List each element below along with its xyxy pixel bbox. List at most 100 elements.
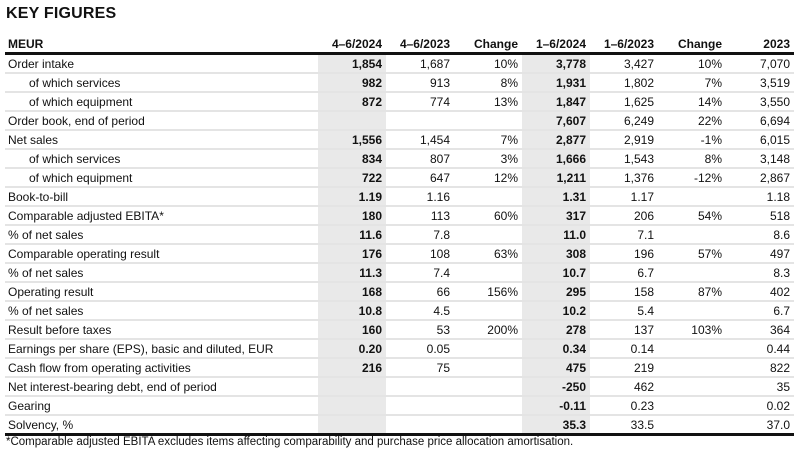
table-cell: 278 (522, 320, 590, 340)
row-label: % of net sales (5, 301, 318, 321)
table-cell: 60% (454, 206, 522, 226)
table-cell: 0.02 (726, 396, 794, 416)
table-cell: 33.5 (590, 415, 658, 436)
table-cell: 11.0 (522, 225, 590, 245)
table-cell (318, 377, 386, 397)
table-cell (454, 187, 522, 207)
table-cell: 206 (590, 206, 658, 226)
table-row: Order book, end of period 7,607 6,249 22% 6,… (5, 111, 794, 131)
row-label: Solvency, % (5, 415, 318, 436)
table-cell: 12% (454, 168, 522, 188)
table-cell: 2,877 (522, 130, 590, 150)
row-label: Order book, end of period (5, 111, 318, 131)
table-row: Order intake 1,854 1,687 10% 3,778 3,427 10% 7,… (5, 53, 794, 74)
table-cell: 3,778 (522, 53, 590, 74)
table-cell: 13% (454, 92, 522, 112)
row-label: of which services (5, 73, 318, 93)
table-cell: 180 (318, 206, 386, 226)
table-cell: 35.3 (522, 415, 590, 436)
table-cell (658, 301, 726, 321)
table-cell: 7.1 (590, 225, 658, 245)
table-cell (454, 225, 522, 245)
column-header: 1–6/2023 (590, 34, 658, 55)
table-cell: 1,854 (318, 53, 386, 74)
table-cell: 7.8 (386, 225, 454, 245)
table-cell: 0.20 (318, 339, 386, 359)
table-cell: 2,919 (590, 130, 658, 150)
table-cell: 158 (590, 282, 658, 302)
table-cell (658, 358, 726, 378)
table-row: of which services 834 807 3% 1,666 1,543 8% 3,1… (5, 149, 794, 169)
table-row: Cash flow from operating activities 216 75… (5, 358, 794, 378)
table-cell (386, 415, 454, 436)
table-cell: 3,550 (726, 92, 794, 112)
table-cell: 3,427 (590, 53, 658, 74)
row-label: Comparable adjusted EBITA* (5, 206, 318, 226)
table-cell: 1.19 (318, 187, 386, 207)
table-cell: 219 (590, 358, 658, 378)
table-cell: -0.11 (522, 396, 590, 416)
table-cell: 10% (454, 53, 522, 74)
table-cell: 54% (658, 206, 726, 226)
table-cell: 0.23 (590, 396, 658, 416)
table-cell: 1,847 (522, 92, 590, 112)
table-cell: 774 (386, 92, 454, 112)
table-cell: 196 (590, 244, 658, 264)
table-cell: 1.16 (386, 187, 454, 207)
table-cell: 168 (318, 282, 386, 302)
table-cell: 8.6 (726, 225, 794, 245)
table-cell: 63% (454, 244, 522, 264)
table-cell: 834 (318, 149, 386, 169)
table-row: Comparable adjusted EBITA* 180 113 60% 317 20… (5, 206, 794, 226)
table-cell: 3% (454, 149, 522, 169)
table-cell: 53 (386, 320, 454, 340)
table-cell: 2,867 (726, 168, 794, 188)
table-cell: 87% (658, 282, 726, 302)
table-cell: 156% (454, 282, 522, 302)
table-cell: 1,802 (590, 73, 658, 93)
table-cell (318, 396, 386, 416)
table-cell: 57% (658, 244, 726, 264)
table-cell: 7.4 (386, 263, 454, 283)
table-row: Result before taxes 160 53 200% 278 137 103% 36… (5, 320, 794, 340)
table-cell: 913 (386, 73, 454, 93)
table-cell: 1,625 (590, 92, 658, 112)
row-label: % of net sales (5, 225, 318, 245)
table-cell (454, 263, 522, 283)
table-cell: 14% (658, 92, 726, 112)
footnote: *Comparable adjusted EBITA excludes item… (6, 436, 574, 448)
row-label: % of net sales (5, 263, 318, 283)
table-cell: 475 (522, 358, 590, 378)
table-cell: 295 (522, 282, 590, 302)
table-cell: 7% (658, 73, 726, 93)
row-label: Earnings per share (EPS), basic and dilu… (5, 339, 318, 359)
column-header: 1–6/2024 (522, 34, 590, 55)
table-cell: 6,249 (590, 111, 658, 131)
table-cell: 11.6 (318, 225, 386, 245)
table-cell: 10.7 (522, 263, 590, 283)
table-cell: 6.7 (726, 301, 794, 321)
table-cell (658, 339, 726, 359)
table-cell: 6,694 (726, 111, 794, 131)
table-cell: 7,070 (726, 53, 794, 74)
table-row: Operating result 168 66 156% 295 158 87% 402 (5, 282, 794, 302)
table-cell: -250 (522, 377, 590, 397)
table-cell: 6,015 (726, 130, 794, 150)
table-cell: 10.8 (318, 301, 386, 321)
table-cell: 308 (522, 244, 590, 264)
table-row: % of net sales 10.8 4.5 10.2 5.4 6.7 (5, 301, 794, 321)
table-cell (454, 396, 522, 416)
table-cell: 807 (386, 149, 454, 169)
table-cell: 3,519 (726, 73, 794, 93)
table-cell: 8.3 (726, 263, 794, 283)
table-cell: 402 (726, 282, 794, 302)
table-row: Book-to-bill 1.19 1.16 1.31 1.17 1.18 (5, 187, 794, 207)
table-cell: 872 (318, 92, 386, 112)
column-header: Change (658, 34, 726, 55)
table-cell: -1% (658, 130, 726, 150)
table-cell: 0.05 (386, 339, 454, 359)
column-header: Change (454, 34, 522, 55)
table-cell: 8% (454, 73, 522, 93)
table-cell: 0.14 (590, 339, 658, 359)
table-cell: 35 (726, 377, 794, 397)
